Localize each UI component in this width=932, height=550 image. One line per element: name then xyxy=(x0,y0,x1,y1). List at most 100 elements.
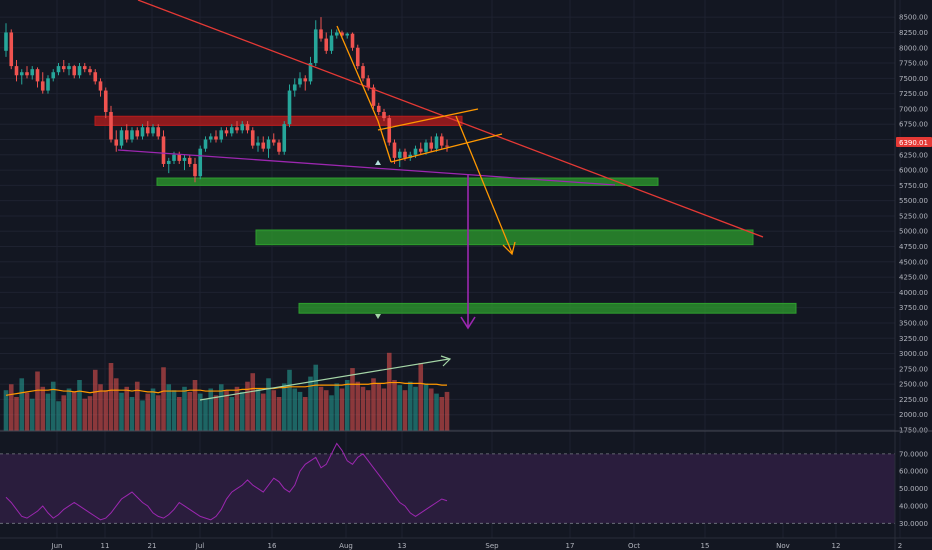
flag-upper-line xyxy=(377,108,479,131)
candle-body xyxy=(371,87,376,106)
candle-body xyxy=(245,124,250,131)
rsi-tick-label: 30.0000 xyxy=(899,520,928,528)
volume-bar xyxy=(271,390,277,431)
volume-bar xyxy=(260,393,266,431)
candle-body xyxy=(303,78,308,82)
volume-bar xyxy=(61,395,67,431)
candle-body xyxy=(51,72,56,79)
rsi-band xyxy=(0,453,895,524)
volume-bar xyxy=(218,384,224,431)
volume-bar xyxy=(250,373,256,431)
price-tick-label: 3750.00 xyxy=(899,304,928,312)
candle-body xyxy=(25,72,29,76)
volume-bar xyxy=(418,363,424,431)
volume-trend-arrowhead xyxy=(440,355,452,367)
candle-body xyxy=(266,139,271,149)
candle-body xyxy=(177,154,182,161)
price-tick-label: 3500.00 xyxy=(899,319,928,327)
volume-bar xyxy=(386,352,392,431)
date-tick-label: 2 xyxy=(898,542,902,550)
volume-bar xyxy=(56,401,61,431)
candle-body xyxy=(329,35,334,51)
flag-pole xyxy=(336,25,392,163)
candle-body xyxy=(203,139,208,149)
volume-bar xyxy=(439,397,445,431)
volume-bar xyxy=(397,385,403,431)
candle-body xyxy=(135,130,140,137)
candle-body xyxy=(35,69,40,82)
volume-bar xyxy=(365,390,371,431)
volume-bar xyxy=(98,384,103,431)
price-tick-label: 4750.00 xyxy=(899,243,928,251)
candle-body xyxy=(387,118,392,143)
volume-bar xyxy=(213,395,219,431)
date-tick-label: Jun xyxy=(51,542,63,550)
descending-trendline xyxy=(137,0,764,238)
candle-body xyxy=(350,33,355,48)
price-tick-label: 6000.00 xyxy=(899,167,928,175)
volume-bar xyxy=(77,380,82,431)
support-trendline xyxy=(117,149,616,186)
volume-bar xyxy=(124,386,130,431)
marker-up-arrow xyxy=(375,160,381,165)
price-tick-label: 7000.00 xyxy=(899,105,928,113)
flag-arrowhead xyxy=(502,241,516,256)
price-tick-label: 7250.00 xyxy=(899,90,928,98)
volume-bar xyxy=(287,369,292,431)
candle-body xyxy=(219,130,224,140)
candle-body xyxy=(355,47,360,67)
volume-bar xyxy=(413,386,418,431)
volume-trend-line xyxy=(199,358,450,401)
price-tick-label: 4250.00 xyxy=(899,274,928,282)
candle-body xyxy=(140,127,145,137)
candle-body xyxy=(198,148,203,177)
date-tick-label: Oct xyxy=(628,542,640,550)
volume-bar xyxy=(239,391,245,431)
volume-bar xyxy=(266,378,271,431)
candle-body xyxy=(119,130,124,146)
candle-body xyxy=(145,127,150,134)
price-tick-label: 7750.00 xyxy=(899,60,928,68)
date-tick-label: 21 xyxy=(148,542,157,550)
candle-body xyxy=(324,38,329,51)
price-tick-label: 2750.00 xyxy=(899,365,928,373)
volume-bar xyxy=(428,388,434,431)
candle-body xyxy=(235,127,239,131)
candle-body xyxy=(261,142,266,149)
rsi-tick-label: 40.0000 xyxy=(899,502,928,510)
volume-bar xyxy=(182,386,187,431)
volume-bar xyxy=(224,390,229,431)
candle-body xyxy=(376,105,381,112)
volume-bar xyxy=(376,383,382,431)
volume-bar xyxy=(355,381,361,431)
candle-body xyxy=(340,32,344,36)
volume-bar xyxy=(323,390,329,431)
volume-bar xyxy=(234,386,240,431)
price-tick-label: 4500.00 xyxy=(899,258,928,266)
volume-bar xyxy=(192,380,198,431)
candle-body xyxy=(424,142,428,152)
date-tick-label: 11 xyxy=(101,542,110,550)
price-tick-label: 6750.00 xyxy=(899,121,928,129)
volume-bar xyxy=(24,392,30,431)
volume-bar xyxy=(40,386,46,431)
volume-bar xyxy=(140,400,145,431)
candle-body xyxy=(229,127,234,134)
volume-bar xyxy=(87,396,93,431)
candle-body xyxy=(345,33,350,36)
rsi-indicator xyxy=(0,442,895,524)
candle-body xyxy=(166,160,171,164)
support-resistance-zones xyxy=(94,115,797,314)
candle-body xyxy=(19,72,24,76)
last-price-tag: 6390.01 xyxy=(896,137,932,147)
candle-body xyxy=(56,66,61,73)
candle-body xyxy=(161,136,166,164)
flag-breakdown-arrow xyxy=(455,115,513,254)
volume-bar xyxy=(45,393,51,431)
candle-body xyxy=(208,136,213,140)
price-tick-label: 5750.00 xyxy=(899,182,928,190)
volume-bar xyxy=(71,391,77,431)
candle-body xyxy=(434,136,439,149)
volume-bar xyxy=(381,388,387,431)
